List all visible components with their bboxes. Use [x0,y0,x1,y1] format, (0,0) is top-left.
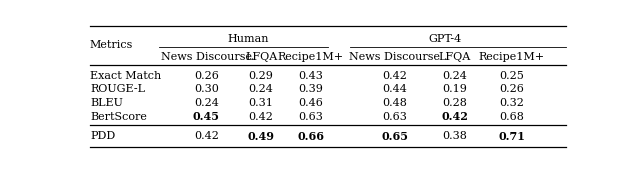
Text: 0.24: 0.24 [248,84,273,94]
Text: 0.44: 0.44 [383,84,408,94]
Text: 0.68: 0.68 [499,112,524,122]
Text: 0.63: 0.63 [383,112,408,122]
Text: Recipe1M+: Recipe1M+ [479,52,545,62]
Text: Metrics: Metrics [90,40,133,50]
Text: 0.71: 0.71 [498,131,525,142]
Text: 0.24: 0.24 [194,98,219,108]
Text: 0.26: 0.26 [194,71,219,81]
Text: BLEU: BLEU [90,98,123,108]
Text: 0.63: 0.63 [298,112,323,122]
Text: 0.26: 0.26 [499,84,524,94]
Text: Recipe1M+: Recipe1M+ [278,52,344,62]
Text: 0.42: 0.42 [194,131,219,141]
Text: 0.42: 0.42 [441,111,468,122]
Text: 0.42: 0.42 [248,112,273,122]
Text: 0.28: 0.28 [442,98,467,108]
Text: 0.45: 0.45 [193,111,220,122]
Text: 0.19: 0.19 [442,84,467,94]
Text: 0.43: 0.43 [298,71,323,81]
Text: BertScore: BertScore [90,112,147,122]
Text: 0.38: 0.38 [442,131,467,141]
Text: 0.31: 0.31 [248,98,273,108]
Text: 0.25: 0.25 [499,71,524,81]
Text: 0.32: 0.32 [499,98,524,108]
Text: 0.65: 0.65 [381,131,408,142]
Text: 0.66: 0.66 [297,131,324,142]
Text: 0.29: 0.29 [248,71,273,81]
Text: PDD: PDD [90,131,115,141]
Text: LFQA: LFQA [245,52,277,62]
Text: 0.24: 0.24 [442,71,467,81]
Text: 0.39: 0.39 [298,84,323,94]
Text: GPT-4: GPT-4 [428,34,461,44]
Text: News Discourse: News Discourse [161,52,252,62]
Text: LFQA: LFQA [438,52,470,62]
Text: Exact Match: Exact Match [90,71,161,81]
Text: 0.49: 0.49 [248,131,275,142]
Text: ROUGE-L: ROUGE-L [90,84,145,94]
Text: 0.42: 0.42 [383,71,408,81]
Text: 0.48: 0.48 [383,98,408,108]
Text: 0.46: 0.46 [298,98,323,108]
Text: News Discourse: News Discourse [349,52,440,62]
Text: Human: Human [228,34,269,44]
Text: 0.30: 0.30 [194,84,219,94]
